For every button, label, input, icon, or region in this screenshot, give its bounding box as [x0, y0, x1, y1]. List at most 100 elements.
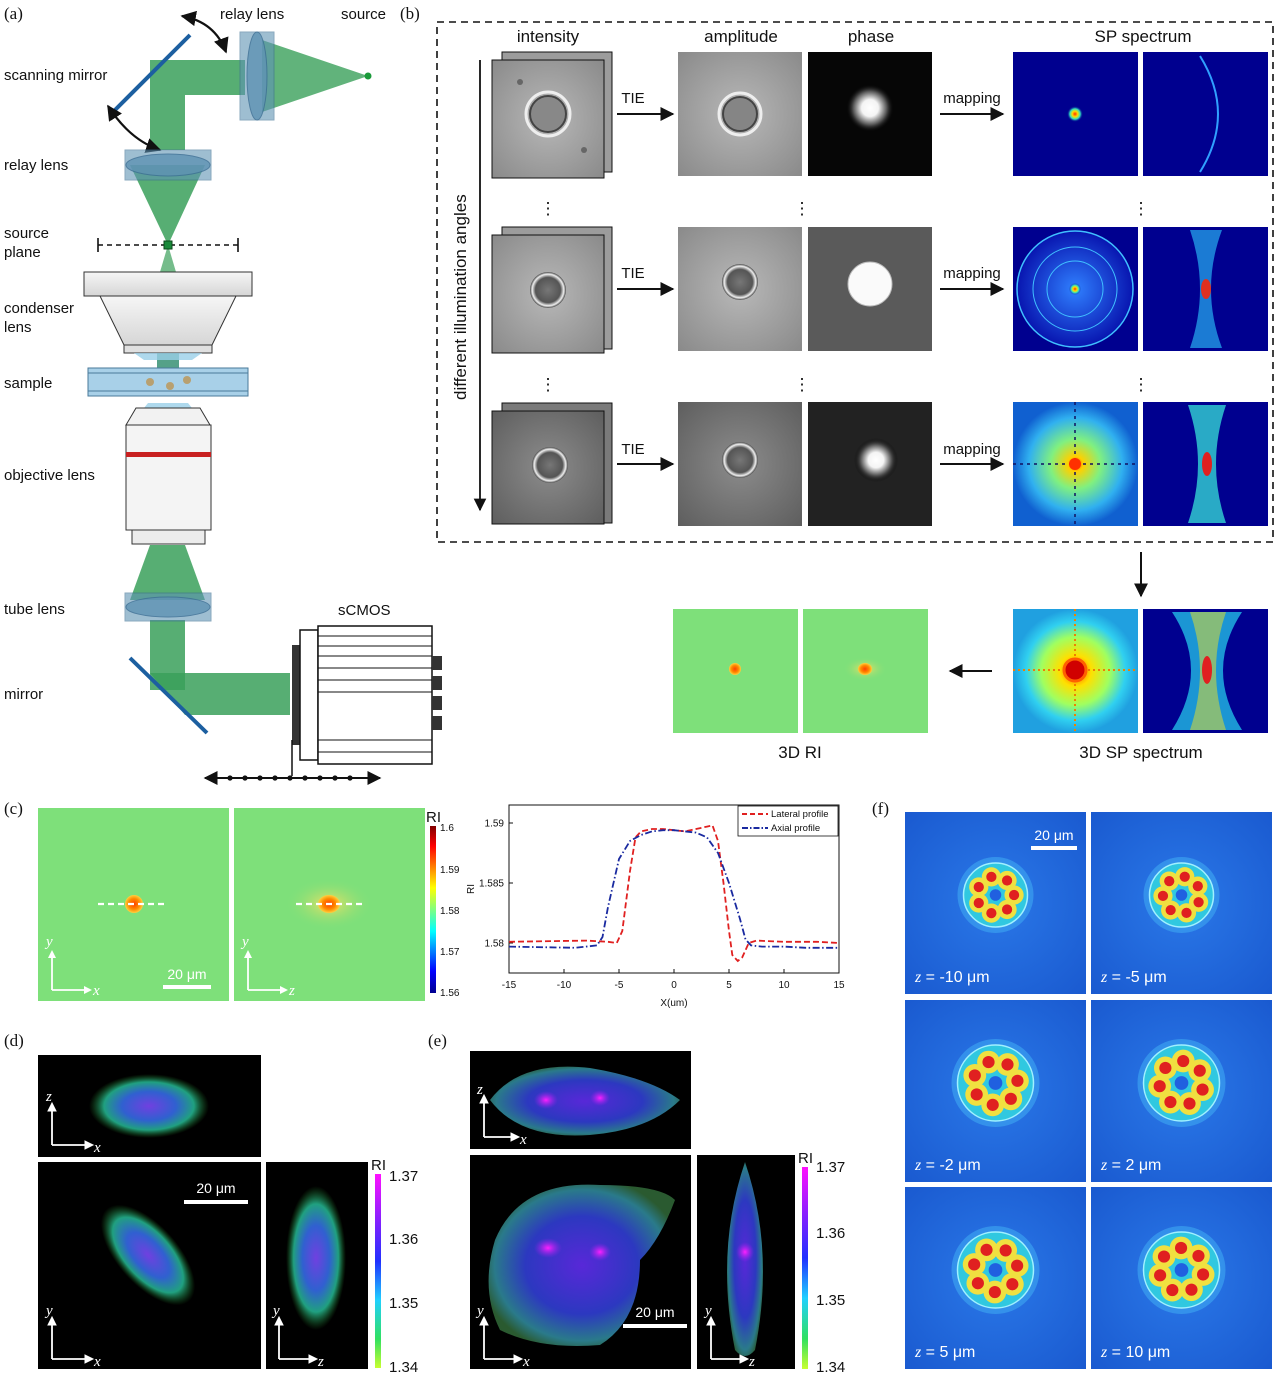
f-tiles: z = -10 μm z = -5 μm z = -2 μm z = 2 μm z = … [905, 812, 1272, 1369]
relay-lens-top-element [246, 31, 268, 121]
colorbar-tick: 1.56 [440, 988, 460, 999]
cell-center [988, 1263, 1003, 1277]
panel-label-c: (c) [4, 799, 23, 818]
cell-lobe-core [973, 881, 984, 893]
objective-tip [125, 407, 211, 426]
series-line-lateral [508, 824, 840, 963]
beam-diverge [160, 245, 176, 272]
sp-spectrum-axial [1143, 52, 1268, 176]
immersion-oil [134, 353, 202, 360]
ellipsis-dots: ⋮ [794, 199, 811, 218]
label-relay-lens: relay lens [4, 157, 68, 174]
objective-red-ring [126, 452, 211, 457]
z-slice-tile: z = -5 μm [1091, 812, 1272, 994]
condenser-top [83, 271, 253, 297]
cell-lobe-core [1185, 1283, 1198, 1296]
cell-lobe-core [970, 1088, 983, 1101]
x-tick-label: 5 [726, 980, 732, 991]
tie-label: TIE [621, 265, 644, 282]
sp-3d-spectrum [1013, 609, 1268, 733]
scan-rotation-arrow [107, 104, 162, 153]
cell-lobe-core [1192, 881, 1203, 892]
cell-lobe-core [1164, 875, 1175, 887]
cell-lobe-core [1165, 904, 1176, 916]
axis-glyph-yz: y z [240, 934, 295, 999]
cell-lobe-core [988, 1285, 1001, 1299]
panel-f: (f) z = -10 μm z = -5 μm z = -2 μm z = 2 μm… [872, 799, 1272, 1369]
axis-z-label: z [45, 1089, 52, 1105]
scale-bar-label: 20 μm [196, 1180, 235, 1196]
mapping-label: mapping [943, 90, 1001, 107]
legend-box [737, 805, 839, 837]
axis-z-label: z [476, 1082, 483, 1098]
legend-axial: Axial profile [771, 823, 820, 834]
cell-lobe-core [1159, 1061, 1172, 1075]
cell-lobe-core [986, 1098, 999, 1111]
tube-lens-element [125, 596, 211, 618]
sample-slide-icon [87, 367, 249, 397]
cell-lobe-core [1157, 890, 1169, 902]
flow-row-2: TIE mapping [491, 226, 1268, 354]
scale-bar-label: 20 μm [635, 1304, 674, 1320]
colorbar-tick: 1.36 [816, 1225, 845, 1242]
cell-lobe-core [973, 897, 984, 909]
cell-lobe-core [1193, 897, 1204, 908]
axis-glyph-xy: y x [44, 934, 100, 999]
beam-horizontal-top [150, 60, 245, 95]
z-slice-tile: z = 2 μm [1091, 1000, 1272, 1182]
scale-bar [623, 1324, 687, 1328]
cell-center [988, 1076, 1003, 1090]
panel-label-a: (a) [4, 4, 23, 23]
cell-center [1174, 1263, 1189, 1277]
cell-lobe-core [1011, 1074, 1024, 1087]
cell-lobe-core [971, 1277, 984, 1290]
ellipsis-dots: ⋮ [540, 199, 557, 218]
colorbar-tick: 1.34 [816, 1359, 845, 1376]
header-amplitude: amplitude [704, 27, 778, 46]
x-tick-label: 0 [671, 980, 677, 991]
panel-e: (e) 20 μm z x y x y z RI 1.37 1.36 1.35 [428, 1031, 845, 1376]
cell-lobe-core [999, 1244, 1012, 1257]
header-phase: phase [848, 27, 894, 46]
beam-to-mirror [150, 620, 185, 690]
cell-lobe-core [1011, 1259, 1024, 1272]
cell-lobe-core [1166, 1283, 1179, 1297]
ellipsis-dots: ⋮ [794, 375, 811, 394]
scale-bar [163, 985, 211, 989]
y-tick-label: 1.59 [485, 819, 505, 830]
profile-chart: -15 -10 -5 0 5 10 15 1.58 1.585 1.59 X(um) RI Lat… [466, 804, 845, 1009]
colorbar-tick: 1.6 [440, 823, 454, 834]
chart-ticks: -15 -10 -5 0 5 10 15 1.58 1.585 1.59 [479, 819, 845, 992]
scale-bar-label: 20 μm [167, 966, 206, 982]
axis-z-label: z [317, 1354, 324, 1370]
objective-lens-icon [125, 424, 212, 531]
cell-center [1174, 1076, 1189, 1090]
sample-particle [146, 378, 154, 386]
colorbar-tick: 1.58 [440, 906, 460, 917]
axis-y-label: y [44, 934, 53, 950]
colorbar-title: RI [371, 1157, 386, 1174]
sample-particle [166, 382, 174, 390]
scanning-mirror-icon [108, 33, 192, 117]
scale-bar [1031, 846, 1077, 850]
panel-label-f: (f) [872, 799, 889, 818]
cell-lobe-core [1157, 1250, 1171, 1263]
colorbar-tick: 1.35 [389, 1295, 418, 1312]
z-slice-tile: z = -2 μm [905, 1000, 1086, 1182]
x-tick-label: -10 [557, 980, 572, 991]
label-relay-lens-top: relay lens [220, 6, 284, 23]
ri-3d-result [673, 609, 928, 733]
z-depth-label: z = -5 μm [1100, 969, 1167, 986]
cell-lobe-core [1181, 907, 1192, 918]
colorbar-tick: 1.57 [440, 947, 460, 958]
axis-y-label: y [44, 1303, 53, 1319]
label-tube-lens: tube lens [4, 601, 65, 618]
cell-lobe-core [1177, 1054, 1190, 1068]
cell-lobe-core [1006, 1278, 1019, 1291]
cell-lobe-core [1193, 1064, 1206, 1077]
label-objective: objective lens [4, 467, 95, 484]
fold-mirror-icon [128, 656, 209, 735]
cell-lobe-core [1008, 889, 1020, 901]
colorbar-tick: 1.37 [816, 1159, 845, 1176]
